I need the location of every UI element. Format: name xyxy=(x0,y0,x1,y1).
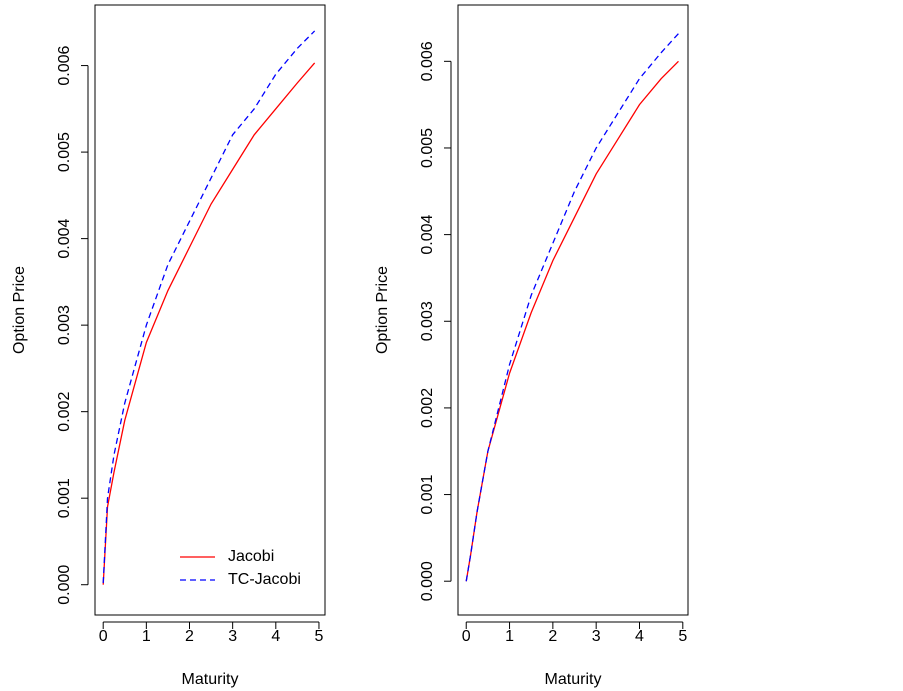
series-line xyxy=(465,60,679,582)
series-line xyxy=(465,33,679,582)
x-tick-label: 4 xyxy=(271,628,280,645)
y-tick-label: 0.004 xyxy=(419,214,436,254)
plot-frame xyxy=(94,4,326,616)
y-axis-title: Option Price xyxy=(374,266,391,354)
y-tick-label: 0.000 xyxy=(56,565,73,605)
y-tick-label: 0.000 xyxy=(419,561,436,601)
x-axis-title: Maturity xyxy=(182,671,239,688)
y-tick-label: 0.005 xyxy=(419,128,436,168)
x-tick-label: 2 xyxy=(548,628,557,645)
y-axis-title: Option Price xyxy=(11,266,28,354)
x-tick-label: 0 xyxy=(99,628,108,645)
x-tick-label: 5 xyxy=(315,628,324,645)
x-tick-label: 1 xyxy=(142,628,151,645)
y-tick-label: 0.002 xyxy=(56,392,73,432)
x-tick-label: 5 xyxy=(678,628,687,645)
y-tick-label: 0.005 xyxy=(56,132,73,172)
y-tick-label: 0.003 xyxy=(56,305,73,345)
y-tick-label: 0.002 xyxy=(419,388,436,428)
y-tick-label: 0.006 xyxy=(419,41,436,81)
x-tick-label: 0 xyxy=(462,628,471,645)
legend-label: TC-Jacobi xyxy=(228,571,301,588)
series-line xyxy=(102,30,316,584)
x-tick-label: 3 xyxy=(228,628,237,645)
y-tick-label: 0.001 xyxy=(419,474,436,514)
x-tick-label: 1 xyxy=(505,628,514,645)
y-tick-label: 0.004 xyxy=(56,218,73,258)
x-axis-title: Maturity xyxy=(545,671,602,688)
x-tick-label: 3 xyxy=(592,628,601,645)
x-tick-label: 4 xyxy=(635,628,644,645)
plot-frame xyxy=(457,4,689,616)
y-tick-label: 0.001 xyxy=(56,478,73,518)
x-tick-label: 2 xyxy=(185,628,194,645)
y-tick-label: 0.006 xyxy=(56,45,73,85)
legend-label: Jacobi xyxy=(228,548,274,565)
y-tick-label: 0.003 xyxy=(419,301,436,341)
series-line xyxy=(102,62,316,585)
